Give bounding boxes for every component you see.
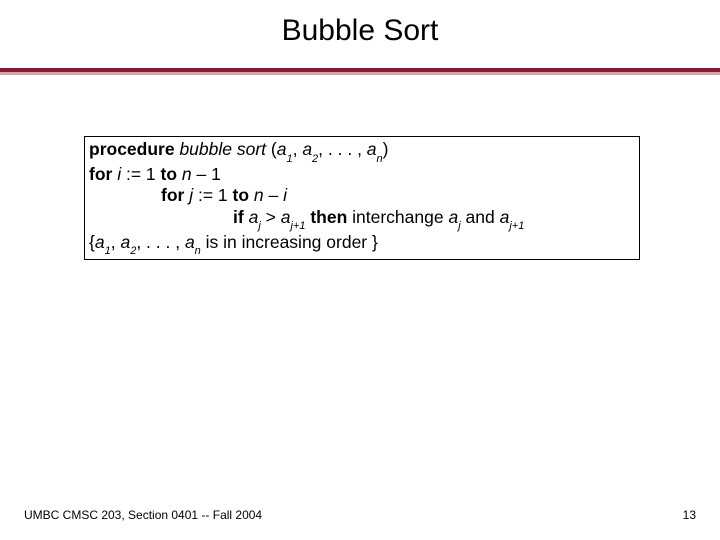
sub-1: 1 (286, 153, 292, 165)
var-a: a (367, 139, 377, 159)
keyword-for: for (89, 164, 112, 184)
proc-name: bubble sort (175, 139, 271, 159)
postcondition-text: is in increasing order } (201, 232, 378, 252)
sub-n: n (195, 245, 201, 257)
assign: := 1 (198, 185, 233, 205)
var-a: a (281, 207, 291, 227)
sub-jplus1: j+1 (290, 220, 305, 232)
code-line-2: for i := 1 to n – 1 (89, 164, 635, 185)
keyword-to: to (161, 164, 178, 184)
code-line-1: procedure bubble sort (a1, a2, . . . , a… (89, 139, 635, 164)
slide: Bubble Sort procedure bubble sort (a1, a… (0, 0, 720, 540)
footer-page-number: 13 (683, 508, 696, 522)
keyword-to: to (233, 185, 250, 205)
divider-light-bar (0, 72, 720, 75)
pseudocode-box: procedure bubble sort (a1, a2, . . . , a… (84, 136, 640, 260)
sub-2: 2 (312, 153, 318, 165)
expr-n-minus-i: n – i (249, 185, 287, 205)
code-line-5: {a1, a2, . . . , an is in increasing ord… (89, 232, 635, 257)
var-a: a (120, 232, 130, 252)
sub-jplus1: j+1 (509, 220, 524, 232)
horizontal-divider (0, 68, 720, 76)
minus-one: – 1 (197, 164, 221, 184)
var-j: j (184, 185, 198, 205)
var-a: a (448, 207, 458, 227)
var-a: a (185, 232, 195, 252)
sub-n: n (377, 153, 383, 165)
ellipsis: , . . . , (136, 232, 185, 252)
var-a: a (95, 232, 105, 252)
sub-j: j (458, 220, 460, 232)
keyword-if: if (233, 207, 244, 227)
interchange-text: interchange (347, 207, 448, 227)
slide-title: Bubble Sort (0, 0, 720, 58)
sub-2: 2 (130, 245, 136, 257)
sub-1: 1 (105, 245, 111, 257)
paren-close: ) (383, 139, 389, 159)
keyword-then: then (310, 207, 347, 227)
sub-j: j (258, 220, 260, 232)
var-a: a (302, 139, 312, 159)
code-line-3: for j := 1 to n – i (89, 185, 635, 206)
var-n: n (177, 164, 196, 184)
code-line-4: if aj > aj+1 then interchange aj and aj+… (89, 207, 635, 232)
var-a: a (244, 207, 259, 227)
gt: > (261, 207, 281, 227)
var-a: a (277, 139, 287, 159)
and-text: and (461, 207, 500, 227)
keyword-procedure: procedure (89, 139, 175, 159)
comma: , (293, 139, 303, 159)
assign: := 1 (126, 164, 161, 184)
ellipsis: , . . . , (318, 139, 367, 159)
keyword-for: for (161, 185, 184, 205)
footer-course-info: UMBC CMSC 203, Section 0401 -- Fall 2004 (24, 508, 262, 522)
var-i: i (112, 164, 126, 184)
var-a: a (500, 207, 510, 227)
comma: , (111, 232, 121, 252)
